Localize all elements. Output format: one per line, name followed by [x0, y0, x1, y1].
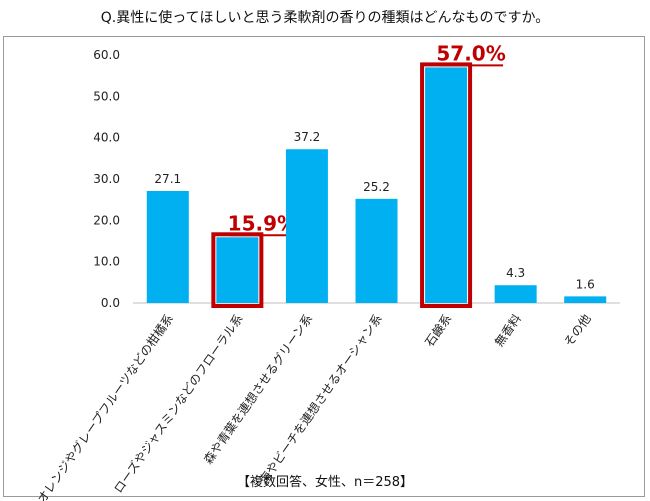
- y-tick-label: 40.0: [93, 131, 120, 145]
- bar: [564, 296, 607, 303]
- bar: [425, 67, 468, 304]
- y-tick-label: 50.0: [93, 89, 120, 103]
- bar: [216, 237, 259, 303]
- bar: [285, 149, 328, 303]
- category-label: 海やビーチを連想させるオーシャン系: [256, 311, 385, 487]
- data-label: 27.1: [154, 172, 181, 186]
- data-label-callout: 57.0%: [436, 41, 505, 65]
- category-label: ローズやジャスミンなどのフローラル系: [110, 311, 245, 496]
- data-label-callout: 15.9%: [228, 211, 297, 235]
- y-tick-label: 0.0: [101, 296, 120, 310]
- bar: [146, 190, 189, 303]
- category-label: その他: [562, 312, 594, 350]
- data-label: 25.2: [363, 180, 390, 194]
- y-tick-label: 60.0: [93, 48, 120, 62]
- bar: [355, 198, 398, 303]
- category-label: 無香料: [491, 311, 524, 349]
- chart-frame: [3, 36, 645, 497]
- bar: [494, 285, 537, 303]
- chart-title: Q.異性に使ってほしいと思う柔軟剤の香りの種類はどんなものですか。: [100, 10, 550, 26]
- y-tick-label: 20.0: [93, 213, 120, 227]
- chart-footnote: 【複数回答、女性、n＝258】: [236, 475, 414, 490]
- data-label: 37.2: [294, 130, 321, 144]
- y-tick-label: 30.0: [93, 172, 120, 186]
- category-label: 石鹸系: [422, 312, 454, 350]
- data-label: 4.3: [506, 266, 525, 280]
- y-tick-label: 10.0: [93, 255, 120, 269]
- data-label: 1.6: [576, 277, 595, 291]
